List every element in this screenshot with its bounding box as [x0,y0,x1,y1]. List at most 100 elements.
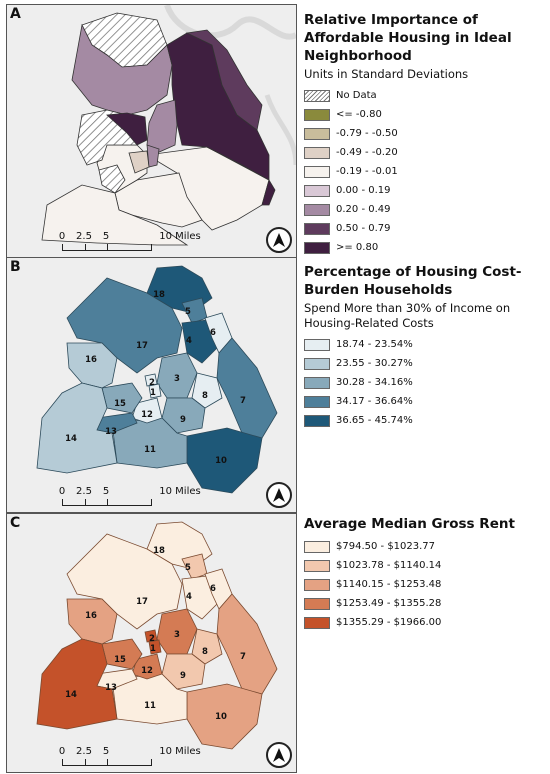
legend-item: 0.00 - 0.19 [304,181,548,200]
district-11 [111,673,188,725]
legend-label: $1253.49 - $1355.28 [336,598,442,609]
legend-swatch [304,203,330,216]
legend-item: <= -0.80 [304,105,548,124]
legend-subtitle-a: Units in Standard Deviations [304,67,469,81]
district-ne-a [185,29,263,131]
legend-label: No Data [336,90,377,101]
districts-c [36,521,278,750]
label-18: 18 [153,290,165,300]
scalebar-b: 0 2.5 5 10 Miles [58,486,207,506]
legend-c: Average Median Gross Rent $794.50 - $102… [304,515,548,632]
legend-title-c: Average Median Gross Rent [304,516,515,532]
scale-tick-5: 5 [102,231,110,242]
map-panel-b: B 18 17 5 4 6 7 [6,257,297,513]
district-7 [216,593,278,695]
district-17 [66,277,183,374]
label-11: 11 [144,445,156,455]
legend-label: 36.65 - 45.74% [336,415,413,426]
district-4 [181,575,218,620]
legend-label: -0.19 - -0.01 [336,166,398,177]
legend-item: 36.65 - 45.74% [304,411,548,430]
legend-item: 30.28 - 34.16% [304,373,548,392]
district-cw-a [106,112,148,146]
legend-swatch [304,357,330,370]
legend-label: $1023.78 - $1140.14 [336,560,442,571]
scale-tick-10: 10 Miles [159,746,201,757]
label-15: 15 [114,399,126,409]
legend-label: 30.28 - 34.16% [336,377,413,388]
legend-label: -0.49 - -0.20 [336,147,398,158]
legend-swatch [304,616,330,629]
district-17 [66,533,183,630]
legend-swatch [304,597,330,610]
label-15: 15 [114,655,126,665]
label-13: 13 [105,683,117,693]
district-14 [36,382,118,474]
district-2 [144,373,158,387]
legend-item: 23.55 - 30.27% [304,354,548,373]
legend-list-c: $794.50 - $1023.77 $1023.78 - $1140.14 $11… [304,537,548,632]
legend-item: $1140.15 - $1253.48 [304,575,548,594]
legend-item: $1253.49 - $1355.28 [304,594,548,613]
panel-letter-a: A [10,6,21,22]
legend-swatch [304,89,330,102]
scale-tick-0: 0 [58,486,66,497]
label-9: 9 [180,415,186,425]
map-panel-a: A 0 2.5 5 10 Miles [6,4,297,258]
label-8: 8 [202,647,208,657]
legend-item: 0.50 - 0.79 [304,219,548,238]
label-1: 1 [150,644,156,654]
map-a [41,5,296,246]
district-cbody-a [146,99,178,154]
label-16: 16 [85,611,97,621]
label-18: 18 [153,546,165,556]
legend-label: 0.50 - 0.79 [336,223,391,234]
legend-label: $1355.29 - $1966.00 [336,617,442,628]
district-8 [191,628,223,665]
map-b: 18 17 5 4 6 7 3 8 9 10 11 12 1 2 15 13 1… [36,265,278,494]
label-17: 17 [136,341,148,351]
scale-tick-10: 10 Miles [159,231,201,242]
north-arrow-icon [266,742,292,768]
legend-item: $1355.29 - $1966.00 [304,613,548,632]
district-10 [186,683,263,750]
district-16 [66,598,118,645]
map-c: 18 17 5 4 6 7 3 8 9 10 11 12 1 2 15 13 1… [36,521,278,750]
legend-item: $794.50 - $1023.77 [304,537,548,556]
legend-item: -0.79 - -0.50 [304,124,548,143]
legend-item: -0.49 - -0.20 [304,143,548,162]
legend-label: -0.79 - -0.50 [336,128,398,139]
label-16: 16 [85,355,97,365]
scale-tick-2-5: 2.5 [76,746,92,757]
legend-swatch [304,395,330,408]
scale-tick-0: 0 [58,746,66,757]
legend-label: $794.50 - $1023.77 [336,541,436,552]
label-7: 7 [240,396,246,406]
legend-item: 34.17 - 36.64% [304,392,548,411]
label-11: 11 [144,701,156,711]
district-14 [36,638,118,730]
legend-b: Percentage of Housing Cost-Burden Househ… [304,263,548,430]
panel-letter-b: B [10,259,21,275]
legend-swatch [304,127,330,140]
label-4: 4 [186,592,192,602]
legend-label: 18.74 - 23.54% [336,339,413,350]
label-8: 8 [202,391,208,401]
label-13: 13 [105,427,117,437]
label-14: 14 [65,434,77,444]
legend-subtitle-b: Spend More than 30% of Income on Housing… [304,301,511,330]
scalebar-c: 0 2.5 5 10 Miles [58,746,207,766]
district-sw-a [41,184,189,246]
label-5: 5 [185,563,191,573]
background-features [164,5,296,166]
district-16 [66,342,118,389]
legend-item: No Data [304,86,548,105]
label-3: 3 [174,630,180,640]
scale-tick-0: 0 [58,231,66,242]
legend-a: Relative Importance of Affordable Housin… [304,11,548,257]
label-7: 7 [240,652,246,662]
label-1: 1 [150,388,156,398]
district-small2-a [146,144,160,168]
label-3: 3 [174,374,180,384]
scale-tick-10: 10 Miles [159,486,201,497]
